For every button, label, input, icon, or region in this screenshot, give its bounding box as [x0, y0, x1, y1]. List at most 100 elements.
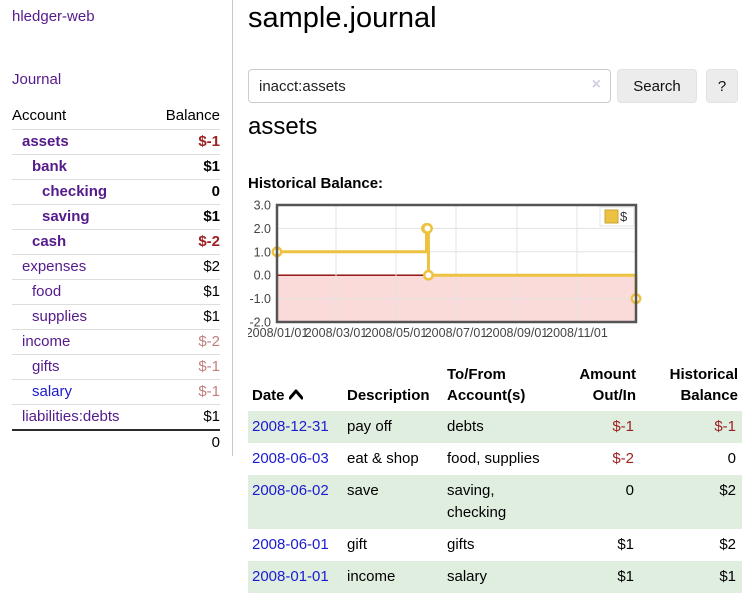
account-link[interactable]: supplies [32, 308, 88, 325]
sidebar: hledger-web Journal Account Balance asse… [0, 0, 233, 456]
transaction-balance: $2 [719, 536, 736, 553]
account-balance: $-1 [150, 354, 220, 380]
sort-ascending-icon [288, 389, 303, 400]
register-header-row: Date Description To/From Account(s) Amount Ou… [248, 362, 742, 411]
transaction-description: pay off [347, 418, 392, 435]
account-row: gifts $-1 [12, 354, 220, 380]
y-axis-tick-label: 2.0 [254, 222, 271, 236]
account-balance: $1 [150, 279, 220, 305]
x-axis-tick-label: 2008/09/01 [486, 326, 549, 340]
account-balance: $1 [150, 404, 220, 430]
register-column-header: To/From Account(s) [443, 362, 558, 411]
column-header-sublabel: Account(s) [447, 387, 526, 404]
accounts-table: Account Balance assets $-1 bank $1 checking 0… [12, 103, 220, 455]
account-link[interactable]: cash [32, 233, 67, 250]
column-header-label: Description [347, 387, 430, 404]
account-link[interactable]: liabilities:debts [22, 408, 120, 425]
transaction-row: 2008-06-01 gift gifts $1 $2 [248, 529, 742, 561]
account-link[interactable]: gifts [32, 358, 60, 375]
account-row: expenses $2 [12, 254, 220, 280]
account-link[interactable]: checking [42, 183, 108, 200]
transaction-accounts: gifts [447, 536, 475, 553]
account-balance: $-2 [150, 329, 220, 355]
account-balance: $2 [150, 254, 220, 280]
search-form: × Search ? [248, 69, 742, 103]
transaction-row: 2008-06-02 save saving, checking 0 $2 [248, 475, 742, 529]
transaction-accounts: salary [447, 568, 488, 585]
y-axis-tick-label: -1.0 [249, 292, 271, 306]
x-axis-tick-label: 2008/07/01 [425, 326, 488, 340]
transaction-description: eat & shop [347, 450, 419, 467]
account-link[interactable]: salary [32, 383, 73, 400]
transaction-amount: $1 [617, 568, 634, 585]
data-point-marker[interactable] [422, 222, 433, 234]
y-axis-tick-label: 1.0 [254, 245, 271, 259]
transaction-date-cell: 2008-06-01 [248, 529, 343, 561]
accounts-total-row: 0 [12, 429, 220, 455]
account-link[interactable]: bank [32, 158, 68, 175]
transaction-amount: $-2 [612, 450, 634, 467]
transaction-amount: $1 [617, 536, 634, 553]
account-link[interactable]: income [22, 333, 71, 350]
column-header-sublabel: Balance [680, 387, 738, 404]
account-row: cash $-2 [12, 229, 220, 255]
sidebar-item-journal[interactable]: Journal [12, 71, 62, 88]
account-row: supplies $1 [12, 304, 220, 330]
transaction-description: income [347, 568, 396, 585]
transaction-date-link[interactable]: 2008-06-03 [252, 450, 329, 467]
account-link[interactable]: assets [22, 133, 69, 150]
transaction-balance: 0 [727, 450, 736, 467]
search-input[interactable] [248, 69, 611, 103]
account-link[interactable]: food [32, 283, 62, 300]
register-column-header: Amount Out/In [558, 362, 640, 411]
balance-column-header: Balance [165, 107, 220, 124]
register-table: Date Description To/From Account(s) Amount Ou… [248, 362, 742, 593]
transaction-date-link[interactable]: 2008-06-02 [252, 482, 329, 499]
account-balance: $1 [150, 204, 220, 230]
transaction-description: gift [347, 536, 368, 553]
transaction-balance: $-1 [714, 418, 736, 435]
date-sort-header[interactable]: Date [248, 362, 343, 411]
legend-label: $ [620, 209, 628, 224]
y-axis-tick-label: 3.0 [254, 199, 271, 213]
account-link[interactable]: expenses [22, 258, 87, 275]
transaction-date-cell: 2008-06-02 [248, 475, 343, 529]
x-axis-tick-label: 2008/01/01 [248, 326, 308, 340]
account-balance: $-1 [150, 379, 220, 405]
transaction-date-cell: 2008-06-03 [248, 443, 343, 475]
transaction-description: save [347, 482, 379, 499]
accounts-total-value: 0 [150, 429, 220, 455]
account-row: food $1 [12, 279, 220, 305]
column-header-sublabel: Out/In [592, 387, 636, 404]
search-button[interactable]: Search [617, 69, 697, 103]
clear-search-icon[interactable]: × [591, 76, 601, 93]
account-row: checking 0 [12, 179, 220, 205]
transaction-accounts: food, supplies [447, 450, 540, 467]
transaction-amount: $-1 [612, 418, 634, 435]
search-help-button[interactable]: ? [706, 69, 738, 103]
transaction-row: 2008-01-01 income salary $1 $1 [248, 561, 742, 593]
transaction-accounts: saving, checking [447, 482, 507, 521]
data-point-marker[interactable] [423, 269, 434, 281]
y-axis-tick-label: -2.0 [249, 316, 271, 330]
column-header-label: Historical [669, 366, 738, 383]
account-row: income $-2 [12, 329, 220, 355]
register-column-header: Description [343, 362, 443, 411]
transaction-date-link[interactable]: 2008-12-31 [252, 418, 329, 435]
transaction-date-cell: 2008-12-31 [248, 411, 343, 443]
transaction-amount: 0 [625, 482, 634, 499]
page-title: sample.journal [248, 2, 437, 34]
account-link[interactable]: saving [42, 208, 90, 225]
historical-balance-chart[interactable]: $3.0 2.0 1.0 0.0 -1.0 -2.02008/01/012008/03/0… [248, 198, 742, 348]
transaction-date-link[interactable]: 2008-06-01 [252, 536, 329, 553]
column-header-label: To/From [447, 366, 506, 383]
account-balance: $-1 [150, 129, 220, 155]
app-brand-link[interactable]: hledger-web [12, 8, 95, 25]
transaction-date-link[interactable]: 2008-01-01 [252, 568, 329, 585]
x-axis-tick-label: 2008/11/01 [546, 326, 608, 340]
y-axis-tick-label: 0.0 [254, 269, 271, 283]
transaction-balance: $2 [719, 482, 736, 499]
transaction-balance: $1 [719, 568, 736, 585]
account-heading: assets [248, 113, 318, 140]
main-content: sample.journal × Search ? assets Histori… [248, 0, 742, 593]
